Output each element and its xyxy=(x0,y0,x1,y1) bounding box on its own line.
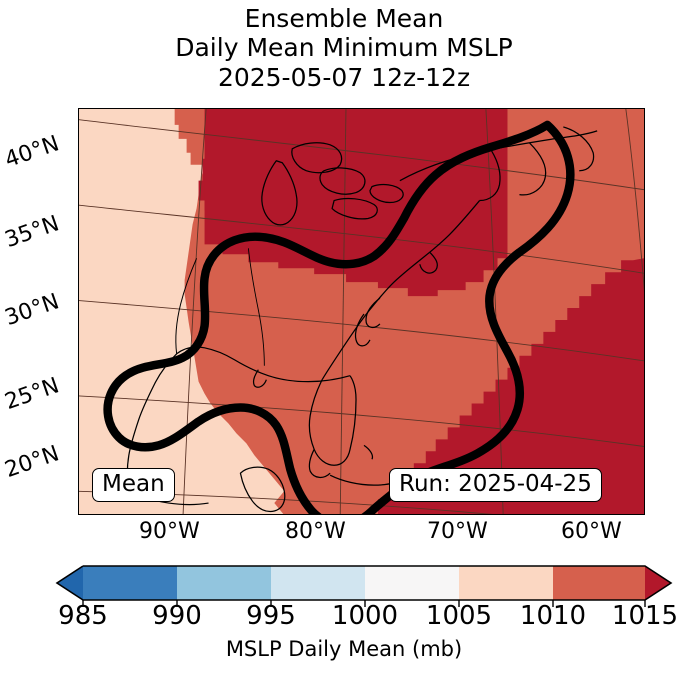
rio-grande-border xyxy=(175,258,198,354)
canada-coast xyxy=(399,130,598,182)
colorbar-render xyxy=(55,565,673,607)
cape-cod-coast xyxy=(419,251,438,274)
colorbar-seg-990-995 xyxy=(177,566,271,600)
gaspe-coast xyxy=(479,150,501,202)
delaware-bay xyxy=(354,313,371,347)
colorbar[interactable] xyxy=(55,565,673,607)
lake-superior-outline xyxy=(291,142,343,174)
fill-band-over-1015-lakes xyxy=(204,109,508,297)
bahamas-coast xyxy=(363,444,374,460)
cbar-tick-1005: 1005 xyxy=(425,601,493,631)
colorbar-ticks xyxy=(82,600,646,607)
cbar-tick-1015: 1015 xyxy=(611,601,679,631)
title-line-2: Daily Mean Minimum MSLP xyxy=(175,33,513,63)
colorbar-extend-under xyxy=(57,566,83,600)
colorbar-seg-1005-1010 xyxy=(459,566,553,600)
annotation-run-date: Run: 2025-04-25 xyxy=(389,468,602,503)
newfoundland-coast xyxy=(563,126,595,172)
lake-huron-outline xyxy=(319,167,366,195)
figure-title: Ensemble Mean Daily Mean Minimum MSLP 20… xyxy=(0,4,688,92)
florida-keys xyxy=(308,449,331,479)
yucatan-peninsula xyxy=(239,466,286,513)
colorbar-seg-985-990 xyxy=(83,566,177,600)
colorbar-extend-over xyxy=(645,566,671,600)
mississippi-river xyxy=(247,248,265,366)
cbar-tick-1000: 1000 xyxy=(331,601,399,631)
map-plot-area[interactable] xyxy=(78,108,645,515)
lon-label-60W: 60°W xyxy=(561,519,622,544)
lat-label-30N: 30°N xyxy=(1,289,63,331)
cbar-tick-985: 985 xyxy=(58,601,108,631)
map-render xyxy=(79,109,644,514)
mississippi-delta xyxy=(252,369,267,388)
florida-peninsula xyxy=(308,375,357,466)
colorbar-seg-1010-1015 xyxy=(553,566,645,600)
cbar-tick-990: 990 xyxy=(152,601,202,631)
texas-mexico-coast xyxy=(126,353,178,492)
cbar-tick-1010: 1010 xyxy=(519,601,587,631)
lon-label-70W: 70°W xyxy=(427,519,488,544)
colorbar-tick-labels: 985 990 995 1000 1005 1010 1015 xyxy=(0,601,688,633)
title-line-3: 2025-05-07 12z-12z xyxy=(217,62,471,92)
gulf-coast xyxy=(176,346,351,383)
colorbar-seg-995-1000 xyxy=(271,566,365,600)
annotation-mean: Mean xyxy=(92,468,175,503)
lake-erie-outline xyxy=(331,197,378,220)
chesapeake-bay xyxy=(365,297,381,329)
cbar-tick-995: 995 xyxy=(246,601,296,631)
title-line-1: Ensemble Mean xyxy=(244,4,444,33)
colorbar-axis-label: MSLP Daily Mean (mb) xyxy=(225,637,463,661)
northeast-us-coast xyxy=(321,200,481,380)
lake-michigan-outline xyxy=(261,160,298,226)
lat-label-25N: 25°N xyxy=(1,373,63,415)
lat-label-20N: 20°N xyxy=(1,441,63,483)
lake-ontario-outline xyxy=(369,183,404,204)
lon-label-90W: 90°W xyxy=(139,519,200,544)
nova-scotia-coast xyxy=(519,142,547,196)
lat-label-40N: 40°N xyxy=(1,131,63,173)
lat-label-35N: 35°N xyxy=(1,211,63,253)
contour-1015-bold xyxy=(103,120,575,514)
fill-band-over-1015-atlantic xyxy=(377,258,644,514)
colorbar-seg-1000-1005 xyxy=(365,566,459,600)
lon-label-80W: 80°W xyxy=(285,519,346,544)
